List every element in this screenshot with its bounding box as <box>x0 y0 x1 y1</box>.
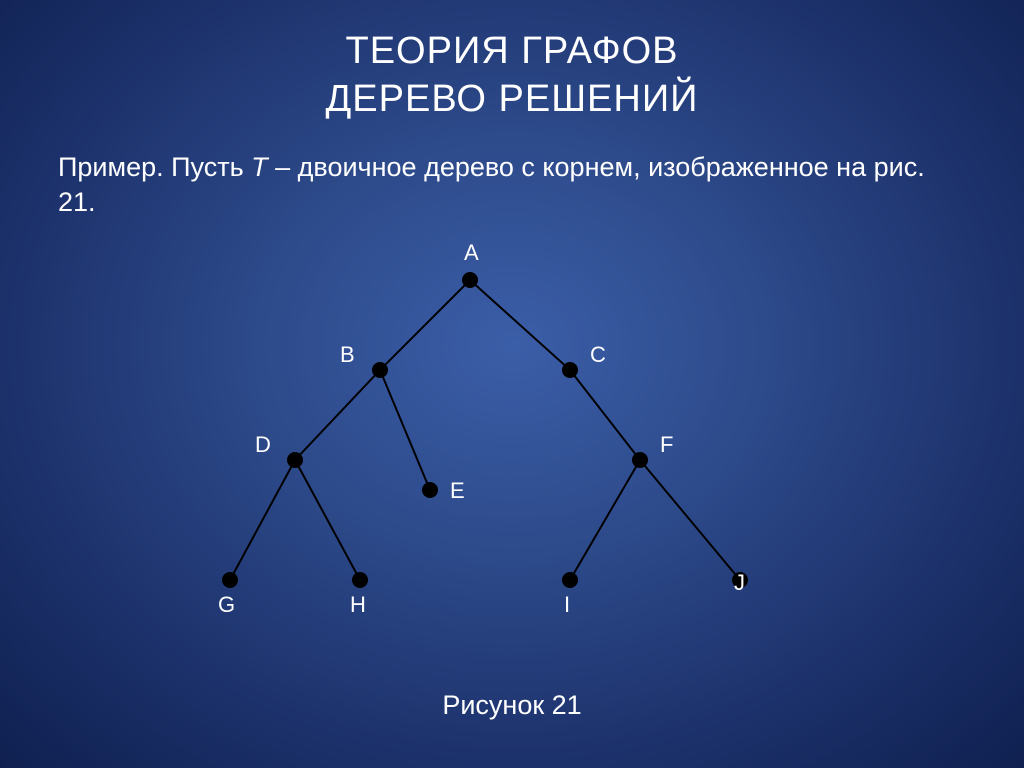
nodes-layer <box>222 272 748 588</box>
node-label-G: G <box>218 592 235 617</box>
tree-diagram: A B C D E F G H I J <box>0 0 1024 768</box>
node-label-J: J <box>734 570 745 595</box>
edge-B-D <box>295 370 380 460</box>
node-label-A: A <box>464 240 479 265</box>
node-label-D: D <box>255 432 271 457</box>
edge-A-C <box>470 280 570 370</box>
node-label-C: C <box>590 342 606 367</box>
edge-D-G <box>230 460 295 580</box>
node-F <box>632 452 648 468</box>
node-B <box>372 362 388 378</box>
edges-layer <box>230 280 740 580</box>
node-A <box>462 272 478 288</box>
node-label-H: H <box>350 592 366 617</box>
edge-D-H <box>295 460 360 580</box>
node-label-F: F <box>660 432 673 457</box>
edge-A-B <box>380 280 470 370</box>
node-H <box>352 572 368 588</box>
edge-B-E <box>380 370 430 490</box>
node-label-E: E <box>450 478 465 503</box>
node-label-B: B <box>340 342 355 367</box>
node-I <box>562 572 578 588</box>
labels-layer: A B C D E F G H I J <box>218 240 745 617</box>
slide: ТЕОРИЯ ГРАФОВ ДЕРЕВО РЕШЕНИЙ Пример. Пус… <box>0 0 1024 768</box>
node-C <box>562 362 578 378</box>
node-E <box>422 482 438 498</box>
figure-caption: Рисунок 21 <box>0 690 1024 721</box>
node-D <box>287 452 303 468</box>
edge-F-I <box>570 460 640 580</box>
node-G <box>222 572 238 588</box>
edge-F-J <box>640 460 740 580</box>
edge-C-F <box>570 370 640 460</box>
node-label-I: I <box>564 592 570 617</box>
